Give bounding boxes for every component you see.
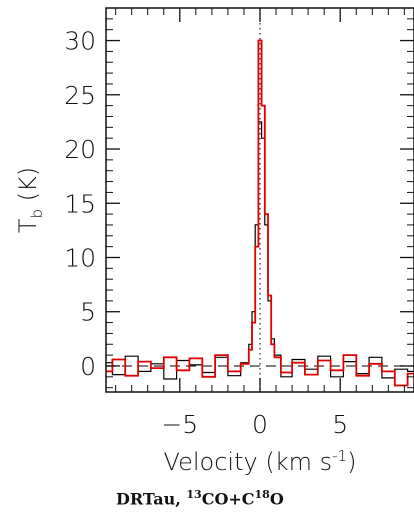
plot-frame	[105, 7, 414, 393]
y-tick-label: 30	[64, 27, 96, 56]
y-tick-label: 25	[64, 81, 96, 110]
y-tick-label: 0	[80, 352, 96, 381]
series-line-2	[106, 39, 414, 387]
caption: DRTau, 13CO+C18O	[116, 488, 284, 508]
caption-suffix: O	[269, 489, 284, 509]
series-line-1	[106, 121, 414, 380]
caption-sup1: 13	[186, 488, 202, 501]
x-axis-label: Velocity (km s-1)	[164, 447, 357, 476]
caption-mid: CO+C	[201, 489, 255, 509]
y-tick-label: 15	[64, 189, 96, 218]
y-tick-label: 5	[80, 298, 96, 327]
caption-prefix: DRTau,	[116, 489, 187, 509]
y-tick-label: 10	[64, 243, 96, 272]
y-axis-label: Tb (K)	[14, 167, 46, 233]
y-tick-label: 20	[64, 135, 96, 164]
caption-sup2: 18	[254, 488, 270, 501]
x-tick-label: −5	[161, 410, 198, 439]
x-tick-label: 0	[252, 410, 268, 439]
x-tick-label: 5	[332, 410, 348, 439]
